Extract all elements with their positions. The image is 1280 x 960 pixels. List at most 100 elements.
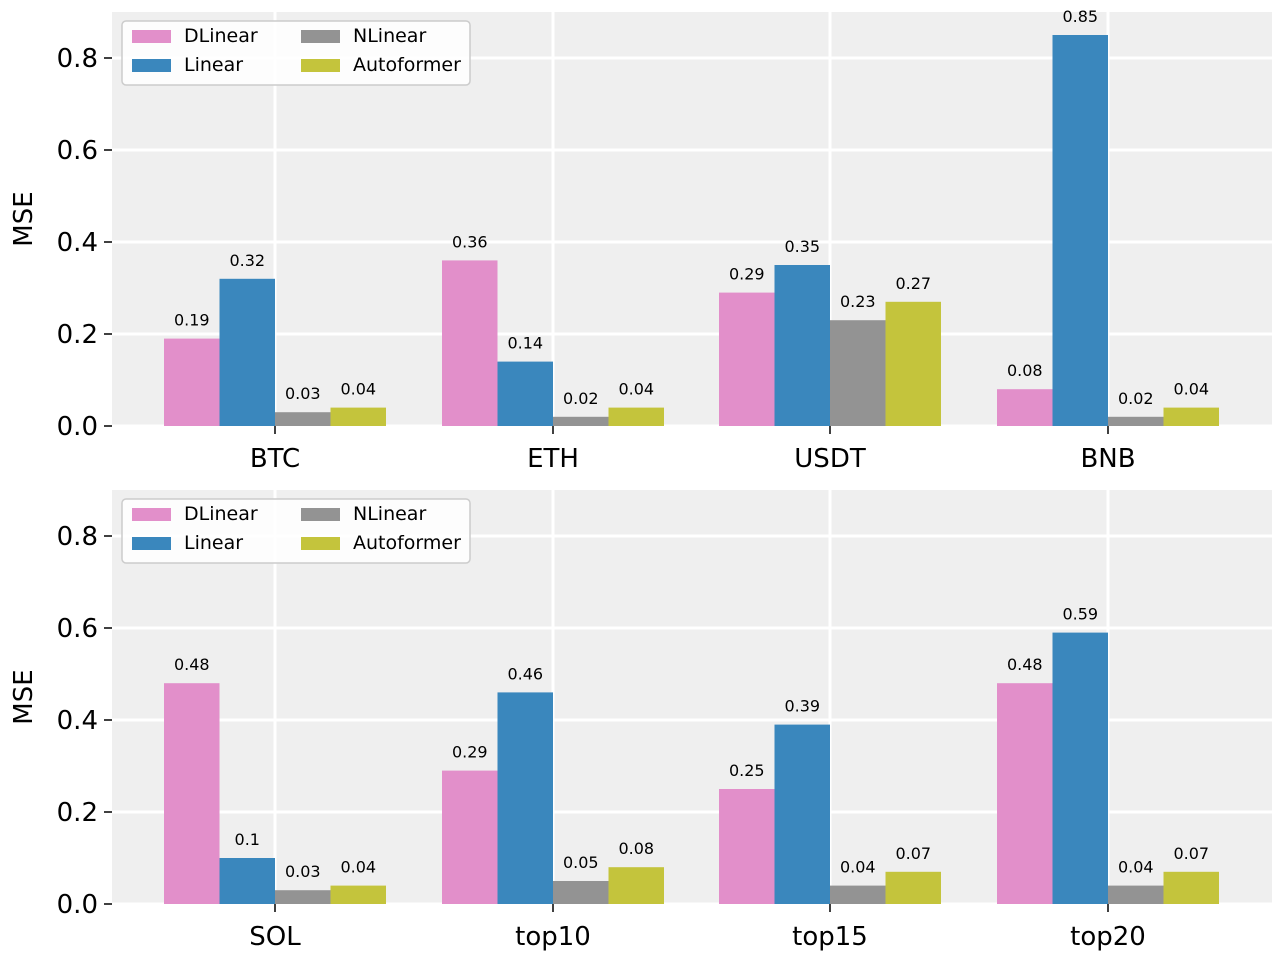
y-tick-label: 0.8 [57,44,98,74]
y-tick-label: 0.4 [57,706,98,736]
bar-autoformer-eth [608,407,664,426]
legend-label-nlinear: NLinear [353,25,426,47]
x-tick-label-bnb: BNB [1080,444,1135,474]
data-label: 0.1 [235,830,260,849]
data-label: 0.29 [729,265,765,284]
bar-dlinear-btc [164,338,220,426]
data-label: 0.07 [1173,844,1209,863]
bar-linear-bnb [1052,35,1108,426]
y-tick-label: 0.2 [57,798,98,828]
bar-autoformer-sol [330,885,386,904]
bar-dlinear-usdt [719,292,775,426]
bar-dlinear-top15 [719,789,775,904]
data-label: 0.03 [285,862,321,881]
data-label: 0.04 [1118,858,1154,877]
legend-swatch-dlinear [132,508,171,521]
data-label: 0.39 [784,697,820,716]
data-label: 0.48 [1007,655,1043,674]
data-label: 0.35 [784,237,820,256]
x-tick-label-usdt: USDT [794,444,866,474]
data-label: 0.04 [340,380,376,399]
bar-nlinear-usdt [830,320,886,426]
data-label: 0.27 [895,274,931,293]
legend: DLinear Linear NLinear Autoformer [121,20,471,86]
bar-nlinear-top10 [553,881,609,904]
bar-nlinear-btc [275,412,331,426]
panel-2: 0.0 0.2 0.4 0.6 0.8 SOL top10 top15 top20 MSE 0.48… [9,490,1272,952]
data-label: 0.14 [507,334,543,353]
bar-nlinear-top20 [1108,885,1164,904]
x-tick-label-top20: top20 [1070,922,1146,952]
bar-autoformer-top15 [885,871,941,904]
bar-dlinear-bnb [997,389,1053,426]
data-label: 0.36 [452,232,488,251]
data-label: 0.03 [285,384,321,403]
y-tick-label: 0.4 [57,228,98,258]
legend-frame [121,498,471,564]
legend-label-linear: Linear [184,532,243,554]
bar-nlinear-eth [553,416,609,426]
data-label: 0.48 [174,655,210,674]
data-label: 0.25 [729,761,765,780]
legend-swatch-dlinear [132,30,171,43]
bar-autoformer-usdt [885,301,941,426]
bar-dlinear-top10 [442,770,498,904]
bar-dlinear-sol [164,683,220,904]
y-axis-label: MSE [9,669,39,724]
bar-linear-top15 [774,724,830,904]
data-label: 0.85 [1062,7,1098,26]
bar-dlinear-eth [442,260,498,426]
legend-label-autoformer: Autoformer [353,54,461,76]
legend-swatch-autoformer [301,537,340,550]
y-tick-label: 0.0 [57,412,98,442]
x-tick-label-btc: BTC [250,444,300,474]
y-axis-label: MSE [9,191,39,246]
y-tick-label: 0.0 [57,890,98,920]
data-label: 0.08 [618,839,654,858]
bar-autoformer-btc [330,407,386,426]
bar-linear-usdt [774,265,830,426]
y-tick-label: 0.8 [57,522,98,552]
bar-linear-top10 [497,692,553,904]
bar-linear-top20 [1052,632,1108,904]
bar-nlinear-top15 [830,885,886,904]
bar-linear-btc [219,278,275,426]
data-label: 0.04 [1173,380,1209,399]
y-tick-label: 0.6 [57,614,98,644]
legend-label-nlinear: NLinear [353,503,426,525]
data-label: 0.02 [563,389,599,408]
data-label: 0.19 [174,311,210,330]
y-tick-label: 0.6 [57,136,98,166]
x-tick-label-eth: ETH [527,444,579,474]
bar-nlinear-sol [275,890,331,904]
legend-label-dlinear: DLinear [184,503,258,525]
data-label: 0.23 [840,292,876,311]
bar-dlinear-top20 [997,683,1053,904]
data-label: 0.08 [1007,361,1043,380]
legend-label-autoformer: Autoformer [353,532,461,554]
legend-swatch-nlinear [301,508,340,521]
x-tick-label-top15: top15 [792,922,868,952]
bar-linear-eth [497,361,553,426]
data-label: 0.46 [507,664,543,683]
panel-1: 0.0 0.2 0.4 0.6 0.8 BTC ETH USDT BNB MSE 0.19 0.36 0… [9,7,1272,474]
data-label: 0.04 [618,380,654,399]
legend-label-dlinear: DLinear [184,25,258,47]
bar-autoformer-bnb [1163,407,1219,426]
bar-autoformer-top10 [608,867,664,904]
legend-swatch-linear [132,59,171,72]
legend-label-linear: Linear [184,54,243,76]
legend-swatch-nlinear [301,30,340,43]
data-label: 0.05 [563,853,599,872]
data-label: 0.02 [1118,389,1154,408]
data-label: 0.07 [895,844,931,863]
x-tick-label-sol: SOL [249,922,301,952]
x-tick-label-top10: top10 [515,922,591,952]
legend: DLinear Linear NLinear Autoformer [121,498,471,564]
data-label: 0.04 [340,858,376,877]
legend-swatch-linear [132,537,171,550]
data-label: 0.32 [229,251,265,270]
legend-swatch-autoformer [301,59,340,72]
y-tick-label: 0.2 [57,320,98,350]
